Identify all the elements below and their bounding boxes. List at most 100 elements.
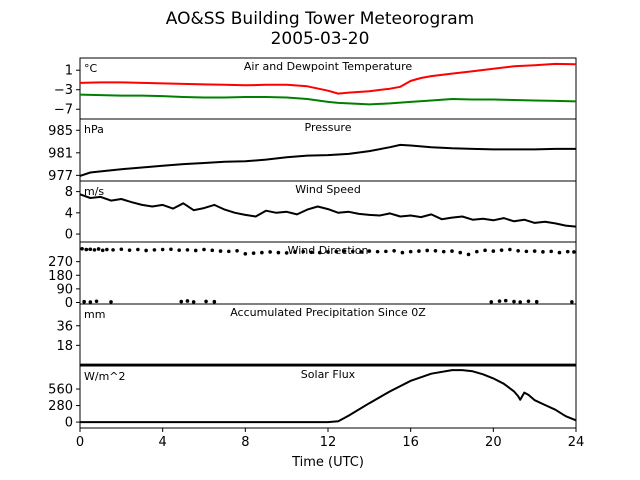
data-point-wind_direction-56 xyxy=(516,248,520,253)
data-point-wind_direction-46 xyxy=(433,248,438,253)
data-point-wind_direction-38 xyxy=(367,249,372,253)
panel-title-precip: Accumulated Precipitation Since 0Z xyxy=(230,306,426,319)
data-point-wind_direction-24 xyxy=(251,251,256,255)
data-point-wind_direction-16 xyxy=(185,248,190,252)
panel-unit-precip: mm xyxy=(84,308,105,321)
data-point-wind_direction-8 xyxy=(119,247,124,252)
y-tick-label-wind_speed-1: 4 xyxy=(65,206,73,221)
chart-title-line-1: AO&SS Building Tower Meteorogram xyxy=(166,9,474,29)
data-point-wind_direction-80 xyxy=(570,300,574,304)
data-point-wind_direction-12 xyxy=(152,248,157,252)
panel-pressure: 977 981 985 hPa Pressure xyxy=(48,118,577,184)
data-point-wind_direction-72 xyxy=(212,299,217,304)
data-point-wind_direction-45 xyxy=(425,248,430,253)
data-point-wind_direction-50 xyxy=(466,252,471,257)
panel-wind_speed: 0 4 8 m/s Wind Speed xyxy=(65,180,577,243)
data-point-wind_direction-14 xyxy=(169,247,173,252)
panels-group: 1 −3 −7 °C Air and Dewpoint Temperature 977 98… xyxy=(48,57,577,431)
data-point-wind_direction-77 xyxy=(518,300,522,304)
data-point-wind_direction-6 xyxy=(105,247,109,252)
data-point-wind_direction-20 xyxy=(218,249,223,253)
y-tick-label-wind_direction-1: 90 xyxy=(56,282,73,297)
y-tick-label-solar-2: 560 xyxy=(48,383,73,398)
data-point-wind_direction-30 xyxy=(301,249,306,254)
data-point-wind_direction-3 xyxy=(92,248,97,252)
data-point-wind_direction-48 xyxy=(450,249,454,253)
data-point-wind_direction-4 xyxy=(96,247,101,251)
data-point-wind_direction-25 xyxy=(260,250,264,255)
data-point-wind_direction-5 xyxy=(100,248,105,253)
data-point-wind_direction-31 xyxy=(309,250,314,255)
data-point-wind_direction-68 xyxy=(179,299,184,304)
y-tick-label-pressure-2: 985 xyxy=(48,124,73,139)
panel-title-solar: Solar Flux xyxy=(301,368,356,381)
y-tick-label-precip-1: 36 xyxy=(56,319,73,334)
data-point-wind_direction-37 xyxy=(359,250,363,254)
data-point-wind_direction-10 xyxy=(136,247,140,252)
data-point-wind_direction-47 xyxy=(441,249,446,254)
data-point-wind_direction-36 xyxy=(351,249,355,254)
data-point-wind_direction-53 xyxy=(491,249,496,253)
x-axis: 0 4 8 12 16 20 24 xyxy=(76,428,584,450)
panel-unit-temp: °C xyxy=(84,62,98,75)
data-point-wind_direction-19 xyxy=(210,248,215,253)
data-point-wind_direction-22 xyxy=(235,248,239,253)
data-point-wind_direction-35 xyxy=(342,249,347,253)
data-point-wind_direction-59 xyxy=(541,250,545,254)
panel-unit-wind_speed: m/s xyxy=(84,185,104,198)
data-point-wind_direction-67 xyxy=(109,300,113,304)
y-tick-label-wind_speed-2: 8 xyxy=(65,185,73,200)
panel-precip: 18 36 mm Accumulated Precipitation Since 0Z xyxy=(56,303,577,367)
panel-title-wind_direction: Wind Direction xyxy=(288,244,369,257)
x-tick-label-3: 12 xyxy=(320,435,337,450)
data-point-wind_direction-43 xyxy=(408,249,413,254)
y-tick-label-wind_direction-0: 0 xyxy=(65,296,73,311)
x-tick-label-5: 20 xyxy=(485,435,502,450)
data-point-wind_direction-51 xyxy=(475,249,479,254)
series-line-temp-1 xyxy=(79,93,577,106)
x-tick-label-6: 24 xyxy=(568,435,585,450)
data-point-wind_direction-42 xyxy=(400,250,405,255)
data-point-wind_direction-63 xyxy=(572,250,576,254)
data-point-wind_direction-79 xyxy=(534,299,539,304)
data-point-wind_direction-57 xyxy=(524,249,529,254)
data-point-wind_direction-44 xyxy=(417,249,421,253)
data-point-wind_direction-7 xyxy=(111,248,115,252)
data-point-wind_direction-28 xyxy=(284,251,289,255)
data-point-wind_direction-66 xyxy=(94,299,99,304)
data-point-wind_direction-65 xyxy=(88,300,93,304)
x-tick-label-0: 0 xyxy=(76,435,84,450)
data-point-wind_direction-55 xyxy=(508,247,512,252)
y-tick-label-temp-2: −7 xyxy=(54,103,73,118)
data-point-wind_direction-62 xyxy=(565,249,570,254)
data-point-wind_direction-33 xyxy=(326,250,330,254)
x-axis-label: Time (UTC) xyxy=(291,455,364,470)
y-tick-label-temp-1: −3 xyxy=(54,83,73,98)
data-point-wind_direction-2 xyxy=(88,247,93,252)
y-tick-label-precip-0: 18 xyxy=(56,339,73,354)
data-point-wind_direction-17 xyxy=(193,248,198,253)
x-tick-label-4: 16 xyxy=(402,435,419,450)
data-point-wind_direction-78 xyxy=(526,299,531,304)
series-line-wind_speed-0 xyxy=(79,193,577,228)
data-point-wind_direction-27 xyxy=(276,250,281,255)
data-point-wind_direction-1 xyxy=(84,247,88,252)
data-point-wind_direction-23 xyxy=(243,251,248,256)
y-tick-label-pressure-1: 981 xyxy=(48,146,73,161)
y-tick-label-wind_speed-0: 0 xyxy=(65,228,73,243)
data-point-wind_direction-40 xyxy=(384,249,388,254)
data-point-wind_direction-34 xyxy=(334,249,339,254)
data-point-wind_direction-11 xyxy=(144,248,148,253)
data-point-wind_direction-76 xyxy=(512,299,516,304)
x-tick-label-1: 4 xyxy=(159,435,167,450)
data-point-wind_direction-15 xyxy=(177,248,181,252)
data-point-wind_direction-18 xyxy=(202,247,206,252)
data-point-wind_direction-71 xyxy=(204,299,208,304)
data-point-wind_direction-70 xyxy=(191,300,196,304)
panel-title-temp: Air and Dewpoint Temperature xyxy=(244,60,412,73)
y-tick-label-pressure-0: 977 xyxy=(48,169,73,184)
data-point-wind_direction-52 xyxy=(483,248,487,253)
